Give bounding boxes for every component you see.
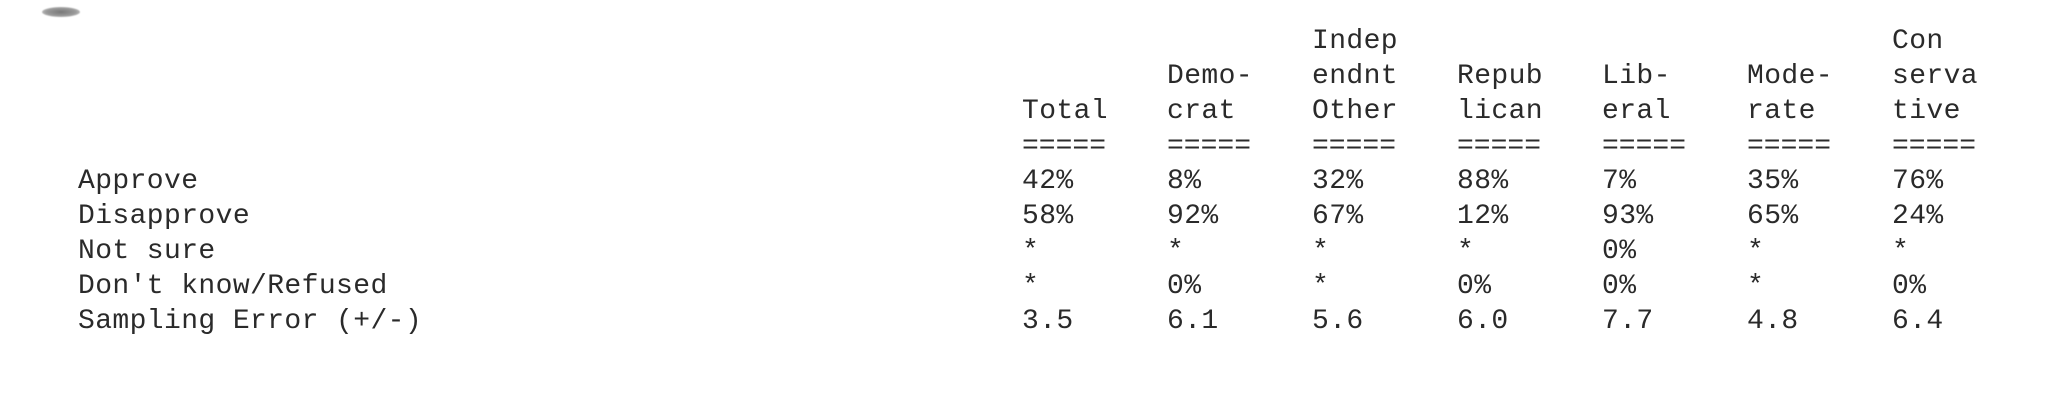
rule-liberal: ===== — [1602, 131, 1687, 162]
cell-independent-other: 67% — [1312, 201, 1364, 232]
header-row: Total Demo-crat Indep endnt Other Repub lic… — [78, 24, 2037, 129]
cell-republican: 6.0 — [1457, 306, 1509, 337]
row-label-header — [78, 24, 1022, 129]
cell-conservative: 0% — [1892, 271, 1927, 302]
rule-independent-other: ===== — [1312, 131, 1397, 162]
column-header-liberal: Lib-eral — [1602, 61, 1671, 127]
table-row-sampling-error: Sampling Error (+/-) 3.5 6.1 5.6 6.0 7.7… — [78, 304, 2037, 339]
rule-democrat: ===== — [1167, 131, 1252, 162]
cell-independent-other: * — [1312, 271, 1330, 302]
cell-total: 3.5 — [1022, 306, 1074, 337]
cell-democrat: 0% — [1167, 271, 1202, 302]
cell-liberal: 7.7 — [1602, 306, 1654, 337]
header-rule-row: ===== ===== ===== ===== ===== ===== ====… — [78, 129, 2037, 164]
cell-total: 58% — [1022, 201, 1074, 232]
row-label: Approve — [78, 166, 199, 197]
ink-smudge — [42, 7, 80, 17]
rule-spacer — [78, 129, 1022, 164]
row-label: Not sure — [78, 236, 216, 267]
cell-liberal: 7% — [1602, 166, 1637, 197]
column-header-democrat: Demo-crat — [1167, 61, 1254, 127]
rule-total: ===== — [1022, 131, 1107, 162]
table-row-dont-know-refused: Don't know/Refused * 0% * 0% 0% * 0% — [78, 269, 2037, 304]
table-row-disapprove: Disapprove 58% 92% 67% 12% 93% 65% 24% — [78, 199, 2037, 234]
column-header-conservative: Con serva tive — [1892, 26, 1979, 127]
row-label: Don't know/Refused — [78, 271, 388, 302]
table-row-approve: Approve 42% 8% 32% 88% 7% 35% 76% — [78, 164, 2037, 199]
cell-republican: 12% — [1457, 201, 1509, 232]
cell-conservative: 24% — [1892, 201, 1944, 232]
cell-conservative: * — [1892, 236, 1910, 267]
cell-democrat: 92% — [1167, 201, 1219, 232]
crosstab-table: Total Demo-crat Indep endnt Other Repub lic… — [78, 24, 2037, 339]
cell-moderate: * — [1747, 236, 1765, 267]
cell-moderate: * — [1747, 271, 1765, 302]
column-header-independent-other: Indep endnt Other — [1312, 26, 1399, 127]
cell-moderate: 35% — [1747, 166, 1799, 197]
rule-republican: ===== — [1457, 131, 1542, 162]
cell-moderate: 65% — [1747, 201, 1799, 232]
cell-liberal: 93% — [1602, 201, 1654, 232]
cell-independent-other: 32% — [1312, 166, 1364, 197]
cell-independent-other: 5.6 — [1312, 306, 1364, 337]
row-label: Sampling Error (+/-) — [78, 306, 423, 337]
table-row-not-sure: Not sure * * * * 0% * * — [78, 234, 2037, 269]
cell-total: * — [1022, 271, 1040, 302]
cell-independent-other: * — [1312, 236, 1330, 267]
cell-republican: 0% — [1457, 271, 1492, 302]
rule-moderate: ===== — [1747, 131, 1832, 162]
cell-conservative: 6.4 — [1892, 306, 1944, 337]
column-header-moderate: Mode-rate — [1747, 61, 1834, 127]
row-label: Disapprove — [78, 201, 251, 232]
cell-democrat: 6.1 — [1167, 306, 1219, 337]
cell-liberal: 0% — [1602, 271, 1637, 302]
cell-conservative: 76% — [1892, 166, 1944, 197]
cell-total: 42% — [1022, 166, 1074, 197]
rule-conservative: ===== — [1892, 131, 1977, 162]
cell-liberal: 0% — [1602, 236, 1637, 267]
cell-democrat: * — [1167, 236, 1185, 267]
cell-republican: 88% — [1457, 166, 1509, 197]
column-header-total: Total — [1022, 96, 1109, 127]
cell-total: * — [1022, 236, 1040, 267]
column-header-republican: Repub lican — [1457, 61, 1544, 127]
cell-republican: * — [1457, 236, 1475, 267]
cell-democrat: 8% — [1167, 166, 1202, 197]
cell-moderate: 4.8 — [1747, 306, 1799, 337]
